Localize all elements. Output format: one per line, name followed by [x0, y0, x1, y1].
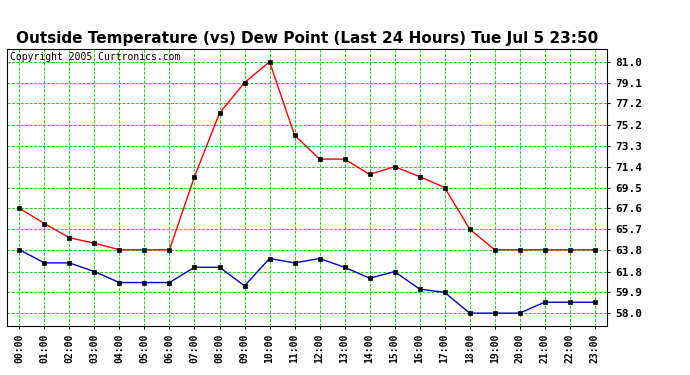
Title: Outside Temperature (vs) Dew Point (Last 24 Hours) Tue Jul 5 23:50: Outside Temperature (vs) Dew Point (Last… [16, 31, 598, 46]
Text: Copyright 2005 Curtronics.com: Copyright 2005 Curtronics.com [10, 51, 180, 62]
